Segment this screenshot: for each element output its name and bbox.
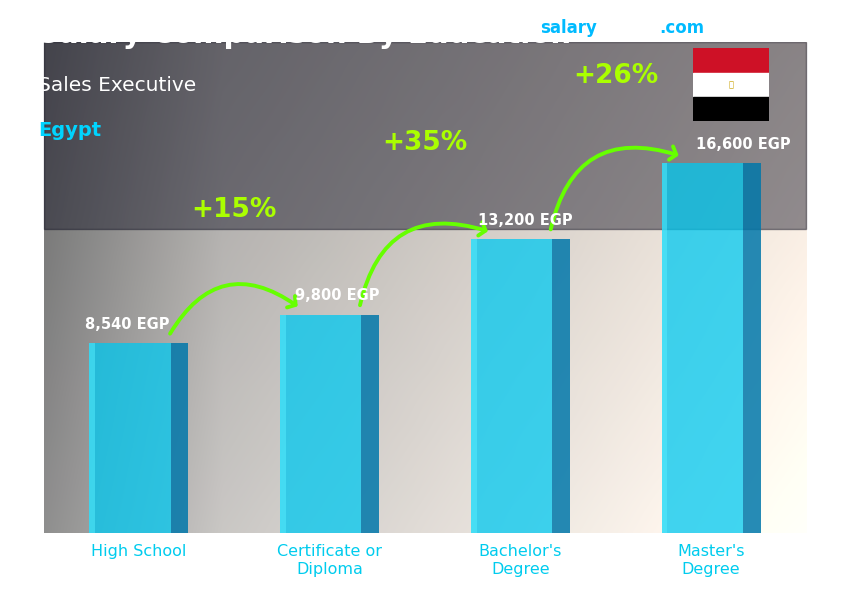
Text: ⭐: ⭐ xyxy=(728,81,734,89)
Bar xyxy=(693,48,769,73)
Text: Average Monthly Salary: Average Monthly Salary xyxy=(824,302,834,425)
Bar xyxy=(693,73,769,97)
Text: Salary Comparison By Education: Salary Comparison By Education xyxy=(38,21,571,49)
Text: +26%: +26% xyxy=(573,63,659,89)
Bar xyxy=(661,163,667,533)
Text: 9,800 EGP: 9,800 EGP xyxy=(295,288,380,304)
Bar xyxy=(693,97,769,121)
Bar xyxy=(471,239,477,533)
Bar xyxy=(43,42,807,229)
Bar xyxy=(89,343,95,533)
Text: .com: .com xyxy=(660,19,705,38)
Bar xyxy=(743,163,761,533)
Bar xyxy=(661,163,743,533)
Bar xyxy=(552,239,570,533)
Bar xyxy=(280,315,286,533)
Text: 13,200 EGP: 13,200 EGP xyxy=(479,213,573,228)
Bar xyxy=(89,343,171,533)
Bar xyxy=(361,315,379,533)
Text: explorer: explorer xyxy=(598,19,677,38)
Text: Sales Executive: Sales Executive xyxy=(38,76,196,95)
Bar xyxy=(471,239,552,533)
Bar xyxy=(171,343,189,533)
Text: Egypt: Egypt xyxy=(38,121,101,140)
Text: salary: salary xyxy=(540,19,597,38)
Text: +15%: +15% xyxy=(191,197,277,223)
Text: 16,600 EGP: 16,600 EGP xyxy=(696,137,790,152)
Text: +35%: +35% xyxy=(382,130,468,156)
Text: 8,540 EGP: 8,540 EGP xyxy=(86,316,170,331)
Bar xyxy=(280,315,361,533)
